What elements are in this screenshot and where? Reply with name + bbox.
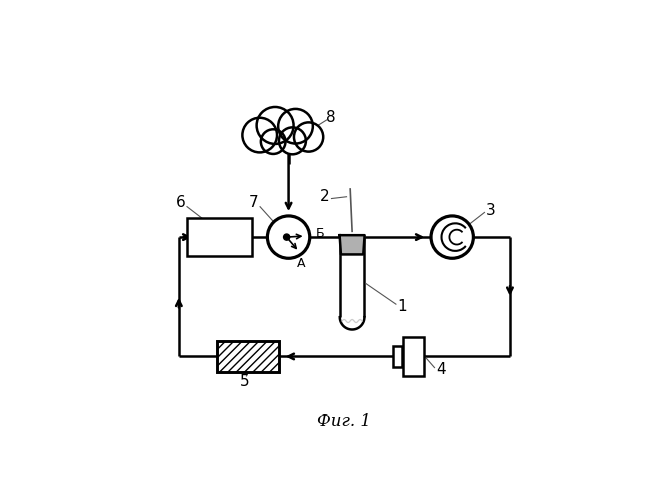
Circle shape	[284, 234, 290, 240]
Bar	[403, 337, 424, 376]
Text: 5: 5	[239, 374, 249, 389]
Text: 4: 4	[436, 362, 446, 378]
Text: 6: 6	[176, 195, 185, 210]
Polygon shape	[339, 235, 365, 255]
Bar	[217, 341, 279, 372]
Circle shape	[278, 109, 313, 144]
Text: 8: 8	[326, 110, 336, 125]
Text: 3: 3	[486, 202, 495, 218]
Circle shape	[257, 107, 294, 144]
Text: А: А	[297, 257, 306, 270]
Bar	[187, 218, 252, 256]
Circle shape	[294, 122, 323, 152]
Circle shape	[261, 130, 286, 154]
Circle shape	[267, 216, 310, 258]
Text: Б: Б	[316, 227, 324, 240]
Text: 1: 1	[397, 299, 407, 314]
Text: 2: 2	[321, 189, 330, 204]
Text: 7: 7	[249, 195, 259, 210]
Circle shape	[243, 118, 277, 152]
Bar	[392, 346, 403, 367]
Circle shape	[279, 128, 306, 154]
Circle shape	[431, 216, 473, 258]
Text: Фиг. 1: Фиг. 1	[317, 414, 372, 430]
